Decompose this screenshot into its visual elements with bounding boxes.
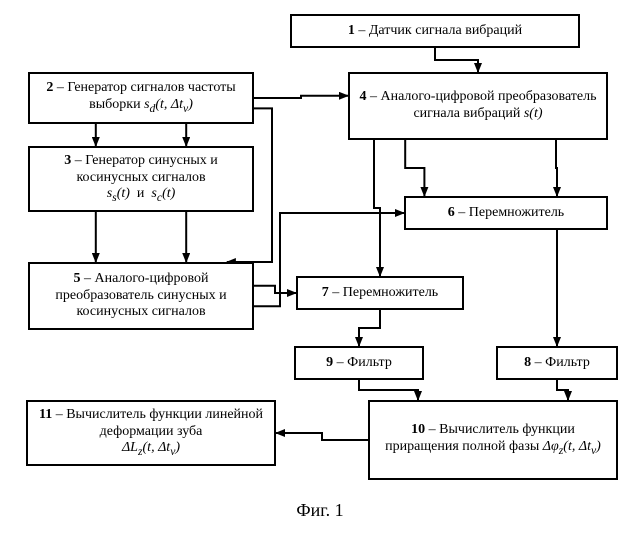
arrow — [556, 140, 557, 196]
arrow — [359, 380, 418, 400]
flow-box-b3: 3 – Генератор синусных и косинусных сигн… — [28, 146, 254, 212]
flow-box-b9: 9 – Фильтр — [294, 346, 424, 380]
arrow — [359, 310, 380, 346]
flow-box-b5: 5 – Аналого-цифровой преобразователь син… — [28, 262, 254, 330]
flow-box-b6: 6 – Перемножитель — [404, 196, 608, 230]
flow-box-b8: 8 – Фильтр — [496, 346, 618, 380]
flow-box-b7: 7 – Перемножитель — [296, 276, 464, 310]
flow-box-b4: 4 – Аналого-цифровой преобразователь сиг… — [348, 72, 608, 140]
flow-box-b11: 11 – Вычислитель функции линейной деформ… — [26, 400, 276, 466]
arrow — [405, 140, 424, 196]
flow-box-b10: 10 – Вычислитель функции приращения полн… — [368, 400, 618, 480]
arrow — [435, 48, 478, 72]
figure-caption: Фиг. 1 — [280, 500, 360, 521]
arrow — [557, 380, 568, 400]
arrow — [276, 433, 368, 440]
flow-box-b2: 2 – Генератор сигналов частоты выборки s… — [28, 72, 254, 124]
arrow — [254, 286, 296, 293]
arrow — [374, 140, 380, 276]
diagram-root: 1 – Датчик сигнала вибраций 2 – Генератор… — [0, 0, 640, 533]
arrow — [254, 96, 348, 98]
flow-box-b1: 1 – Датчик сигнала вибраций — [290, 14, 580, 48]
